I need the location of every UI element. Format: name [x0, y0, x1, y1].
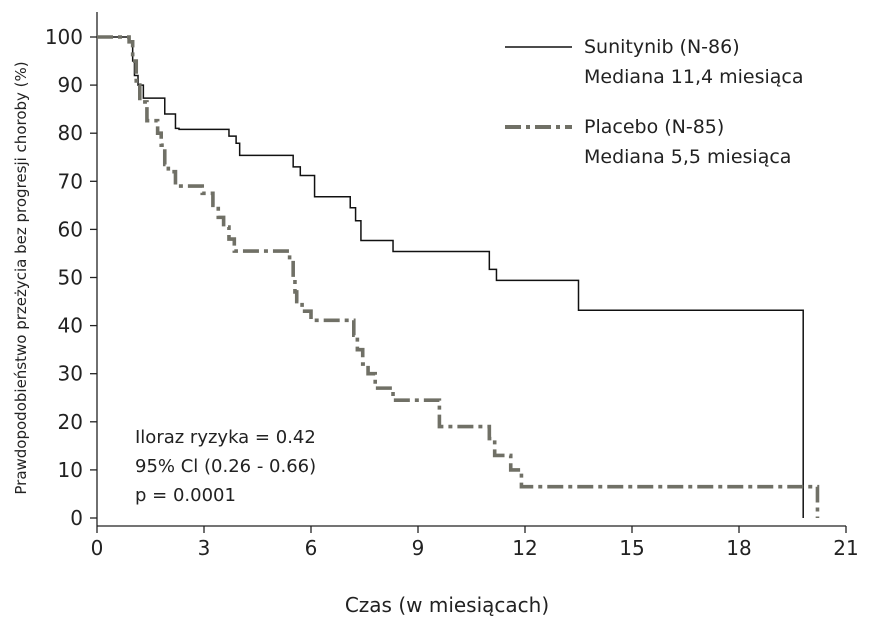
y-tick-label: 10: [58, 458, 83, 482]
y-tick-label: 50: [58, 266, 83, 290]
legend-subtitle-placebo: Mediana 5,5 miesiąca: [584, 146, 791, 168]
legend-label-placebo: Placebo (N-85): [584, 116, 724, 138]
x-tick-label: 3: [198, 536, 211, 560]
y-tick-label: 90: [58, 73, 83, 97]
legend-label-sunitynib: Sunitynib (N-86): [584, 36, 740, 58]
series-lines: [97, 35, 820, 518]
annotation-block: Iloraz ryzyka = 0.42 95% Cl (0.26 - 0.66…: [135, 427, 316, 506]
annotation-p-value: p = 0.0001: [135, 485, 236, 506]
y-tick-label: 40: [58, 314, 83, 338]
y-tick-label: 100: [45, 25, 83, 49]
y-axis-title: Prawdopodobieństwo przeżycia bez progres…: [12, 61, 30, 494]
annotation-hazard-ratio: Iloraz ryzyka = 0.42: [135, 427, 316, 448]
x-tick-label: 12: [512, 536, 537, 560]
y-tick-label: 70: [58, 169, 83, 193]
x-tick-label: 15: [619, 536, 644, 560]
series-line-placebo: [97, 35, 820, 518]
x-tick-label: 18: [726, 536, 751, 560]
x-ticks: 0 3 6 9 12 15 18 21: [91, 526, 859, 560]
x-tick-label: 0: [91, 536, 104, 560]
y-tick-label: 20: [58, 410, 83, 434]
series-line-sunitynib: [97, 36, 804, 518]
x-tick-label: 21: [833, 536, 858, 560]
y-ticks: 0 10 20 30 40 50 60 70 80 90 100: [45, 25, 97, 530]
axes: [96, 12, 846, 527]
legend-subtitle-sunitynib: Mediana 11,4 miesiąca: [584, 66, 804, 88]
y-tick-label: 0: [70, 506, 83, 530]
y-tick-label: 60: [58, 217, 83, 241]
y-tick-label: 80: [58, 121, 83, 145]
y-tick-label: 30: [58, 362, 83, 386]
x-axis-title: Czas (w miesiącach): [345, 593, 549, 617]
legend: Sunitynib (N-86) Mediana 11,4 miesiąca P…: [505, 36, 804, 168]
annotation-ci: 95% Cl (0.26 - 0.66): [135, 456, 316, 477]
x-tick-label: 9: [412, 536, 425, 560]
x-tick-label: 6: [305, 536, 318, 560]
